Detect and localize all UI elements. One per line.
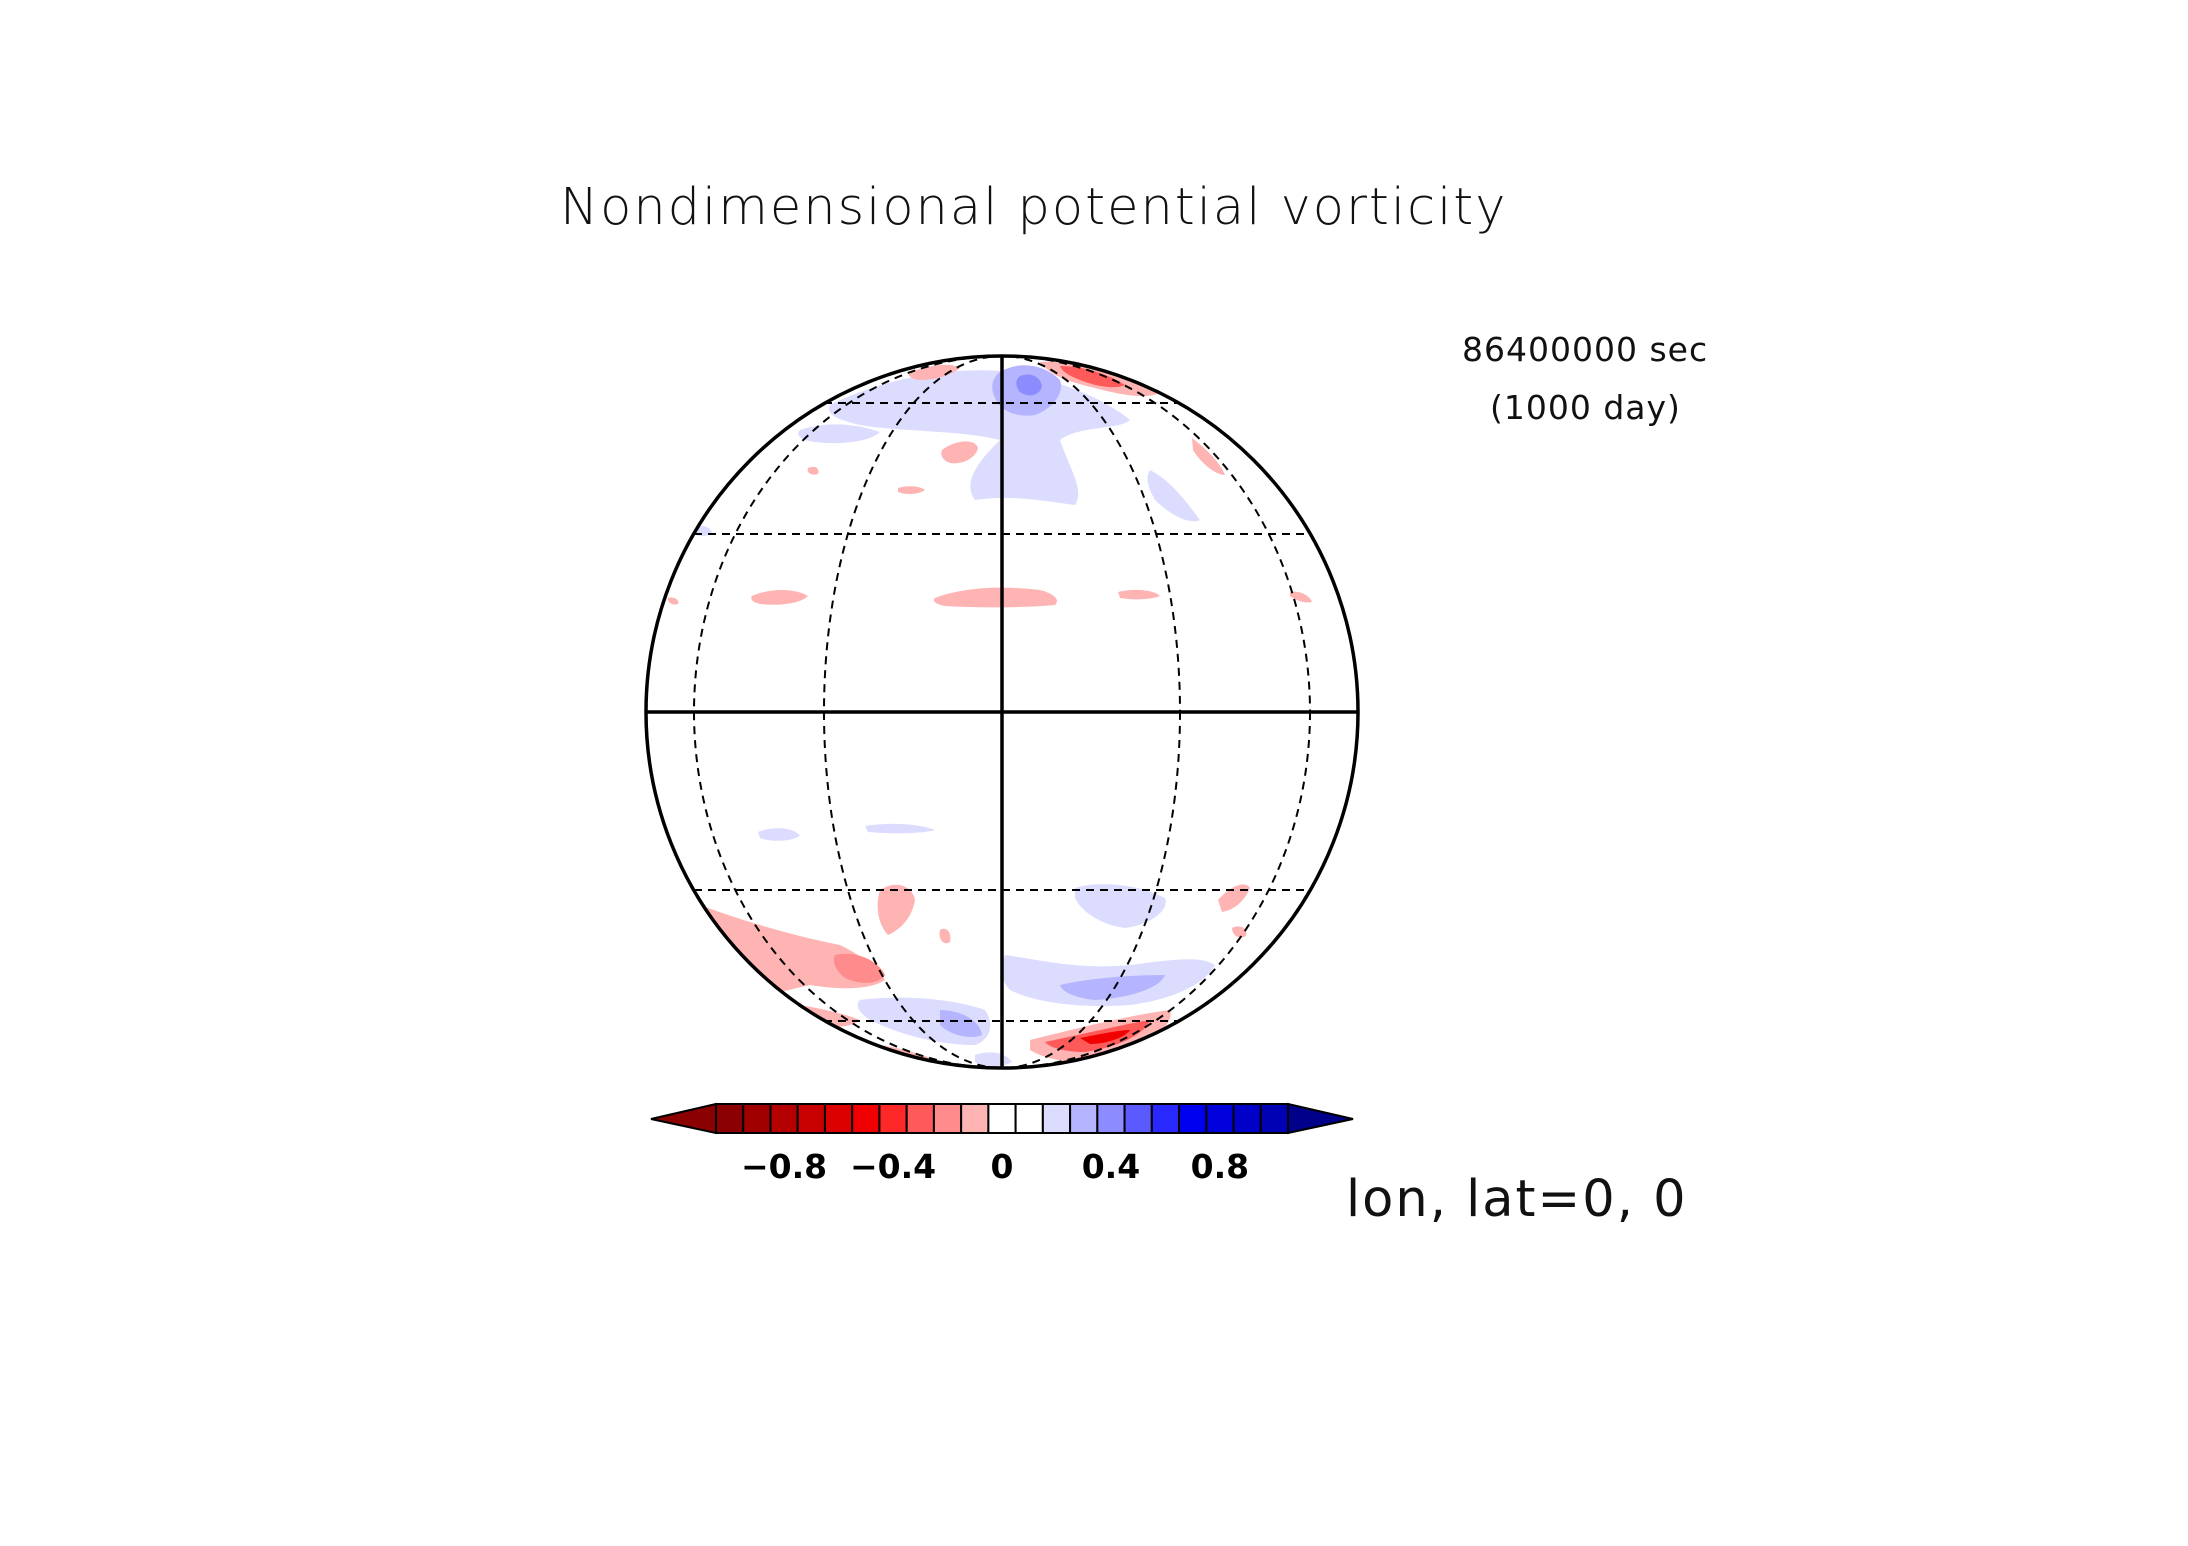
red-patch-south-right xyxy=(1218,884,1250,912)
red-patch-south-small xyxy=(939,928,951,944)
colorbar-box xyxy=(1014,1103,1044,1134)
red-patch-north-pole-east-core xyxy=(1060,366,1125,388)
red-patch-north-tiny xyxy=(807,466,819,475)
colorbar-box xyxy=(905,1103,935,1134)
time-seconds-label: 86400000 sec xyxy=(1462,330,1709,369)
colorbar-box xyxy=(1259,1103,1290,1134)
colorbar-box xyxy=(823,1103,854,1134)
colorbar-box xyxy=(1041,1103,1072,1134)
colorbar-extend-low xyxy=(650,1102,717,1135)
colorbar-box xyxy=(742,1103,772,1134)
colorbar-box xyxy=(715,1103,745,1134)
blue-patch-north-left xyxy=(798,424,880,444)
red-band-north-right xyxy=(1118,589,1160,600)
colorbar-extend-high xyxy=(1287,1102,1354,1135)
blue-patch-north-pole xyxy=(829,370,1130,505)
colorbar-box xyxy=(1096,1103,1126,1134)
colorbar-tick-label: −0.4 xyxy=(850,1147,936,1186)
red-patch-north-small xyxy=(898,486,925,495)
colorbar-box xyxy=(932,1103,963,1134)
red-patch-southwest-core xyxy=(833,953,885,983)
red-patch-south-pole-east-center xyxy=(1080,1030,1130,1044)
red-band-north-center xyxy=(933,587,1057,608)
colorbar-tick-label: 0.4 xyxy=(1082,1147,1140,1186)
colorbar-box xyxy=(1178,1103,1208,1134)
colorbar-box xyxy=(1069,1103,1099,1134)
blue-patch-north-pole-center xyxy=(1016,374,1042,396)
red-patch-northeast-rim xyxy=(1192,438,1225,475)
blue-patch-north-east xyxy=(1147,470,1200,522)
colorbar-box xyxy=(960,1103,990,1134)
red-band-north-far-left xyxy=(667,597,679,605)
colorbar-box xyxy=(796,1103,826,1134)
colorbar-box xyxy=(851,1103,881,1134)
colorbar-tick-label: −0.8 xyxy=(741,1147,827,1186)
blue-band-south-right xyxy=(1075,884,1166,928)
colorbar-box xyxy=(1232,1103,1262,1134)
colorbar-tick-label: 0 xyxy=(991,1147,1014,1186)
colorbar-box xyxy=(987,1103,1017,1134)
red-patch-south-center xyxy=(877,884,915,935)
figure-title: Nondimensional potential vorticity xyxy=(560,178,1508,237)
red-patch-north-oval xyxy=(941,441,978,464)
blue-band-south-left xyxy=(758,828,800,841)
colorbar-tick-label: 0.8 xyxy=(1191,1147,1249,1186)
red-band-north-far-right xyxy=(1290,591,1312,603)
globe-frame xyxy=(644,354,1360,1070)
blue-patch-south-right-pole-core xyxy=(1060,975,1165,1000)
colorbar-box xyxy=(1123,1103,1153,1134)
colorbar-box xyxy=(1150,1103,1181,1134)
globe-outline xyxy=(644,354,1360,1070)
blue-patch-south-left-pole-core xyxy=(940,1010,982,1037)
time-days-label: (1000 day) xyxy=(1490,388,1681,427)
colorbar: −0.8 −0.4 0 0.4 0.8 xyxy=(650,1102,1354,1186)
blue-band-south-center xyxy=(865,823,935,834)
colorbar-box xyxy=(1205,1103,1235,1134)
red-band-north-left xyxy=(751,590,808,605)
colorbar-box xyxy=(878,1103,908,1134)
projection-label: lon, lat=0, 0 xyxy=(1346,1170,1688,1229)
colorbar-box xyxy=(769,1103,799,1134)
vorticity-field xyxy=(667,361,1312,1067)
red-patch-south-right-2 xyxy=(1232,926,1247,938)
